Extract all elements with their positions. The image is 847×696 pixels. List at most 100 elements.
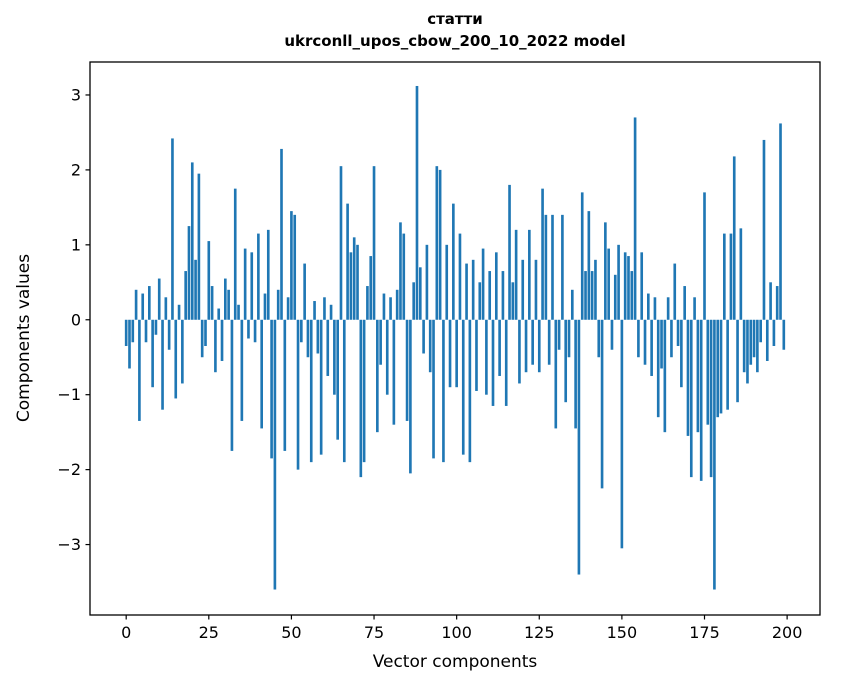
bar: [349, 252, 353, 320]
bar: [382, 293, 386, 320]
bar: [352, 237, 356, 320]
bar: [227, 289, 230, 320]
y-tick-label: −1: [57, 385, 81, 404]
bar: [488, 271, 492, 320]
bar: [283, 319, 287, 451]
bar: [630, 271, 634, 320]
bar: [138, 319, 141, 421]
bar: [732, 156, 736, 320]
axes-spines: [89, 61, 821, 616]
x-tick-label: 150: [607, 623, 638, 642]
bar: [577, 319, 581, 575]
bar: [478, 282, 482, 320]
bar: [286, 297, 290, 320]
bar: [491, 319, 495, 406]
bar: [663, 319, 667, 433]
bar: [640, 252, 644, 320]
bar: [220, 319, 224, 361]
bar: [713, 319, 716, 590]
bar: [148, 286, 151, 320]
bar: [141, 293, 145, 320]
bar: [670, 319, 673, 358]
bar: [531, 319, 534, 365]
bar: [762, 139, 766, 320]
bar: [323, 297, 326, 320]
bar: [458, 233, 462, 320]
bar: [204, 319, 207, 346]
bar: [570, 289, 574, 320]
x-tick-label: 100: [441, 623, 472, 642]
bar: [680, 319, 683, 388]
bar: [660, 319, 663, 369]
bar: [181, 319, 184, 384]
bar: [134, 289, 138, 320]
bar: [564, 319, 568, 403]
bar: [765, 319, 769, 361]
bar: [412, 282, 416, 320]
bar: [309, 319, 313, 463]
x-tick-label: 0: [121, 623, 131, 642]
bar: [647, 293, 650, 320]
bar: [580, 192, 584, 320]
bar: [567, 319, 571, 358]
bar: [551, 214, 554, 320]
bar: [726, 319, 729, 410]
bar: [266, 229, 270, 320]
bar: [494, 252, 498, 320]
bar: [306, 319, 310, 358]
chart-title-line1: статти: [427, 10, 483, 28]
bar: [366, 286, 369, 320]
bar: [379, 319, 382, 365]
bar: [276, 289, 280, 320]
bar: [557, 319, 561, 350]
bar: [296, 319, 300, 470]
bar: [561, 214, 564, 320]
bar: [703, 192, 706, 320]
bar: [584, 271, 587, 320]
bar: [468, 319, 472, 463]
bar: [207, 241, 211, 320]
bar: [144, 319, 148, 343]
bar: [280, 148, 283, 320]
bar: [177, 304, 181, 320]
bar: [230, 319, 234, 451]
bar: [637, 319, 640, 358]
bar: [775, 286, 779, 320]
bar: [131, 319, 135, 343]
x-tick-label: 75: [364, 623, 384, 642]
bar: [769, 282, 772, 320]
bar: [124, 319, 128, 346]
bar: [300, 319, 303, 343]
bar: [759, 319, 762, 343]
bar: [461, 319, 465, 455]
bar: [574, 319, 577, 429]
bar: [736, 319, 739, 403]
bar: [409, 319, 412, 474]
bar: [643, 319, 647, 365]
bar: [442, 319, 445, 463]
bar: [633, 117, 637, 320]
bar: [333, 319, 336, 395]
bar: [666, 297, 670, 320]
bar: [385, 319, 389, 395]
bar: [554, 319, 558, 429]
x-tick-label: 50: [281, 623, 301, 642]
bar: [693, 297, 696, 320]
bar: [518, 319, 521, 384]
bar: [161, 319, 164, 410]
bar: [742, 319, 746, 373]
bar: [524, 319, 528, 373]
bar: [233, 188, 237, 320]
bar: [610, 319, 614, 350]
bar: [594, 259, 597, 320]
bar: [316, 319, 320, 354]
bar: [719, 319, 723, 414]
x-axis-label: Vector components: [372, 652, 538, 672]
y-tick-label: 1: [71, 235, 81, 254]
bar: [485, 319, 488, 395]
x-tick-label: 175: [689, 623, 720, 642]
bar: [448, 319, 452, 388]
x-tick-label: 25: [199, 623, 219, 642]
bar: [336, 319, 339, 440]
